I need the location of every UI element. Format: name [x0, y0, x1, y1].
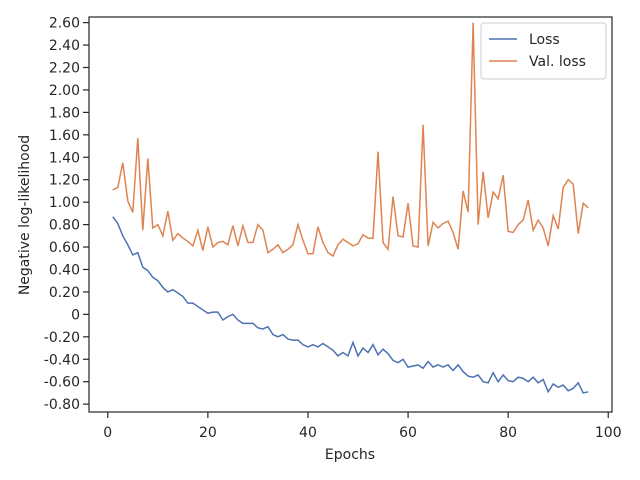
y-axis-label: Negative log-likelihood — [17, 135, 33, 295]
y-tick-label: -0.40 — [44, 352, 80, 368]
x-tick-label: 20 — [199, 425, 217, 441]
y-tick-label: 1.80 — [49, 105, 80, 121]
y-tick-label: 0.60 — [49, 240, 80, 256]
y-tick-label: 1.20 — [49, 173, 80, 189]
x-tick-label: 60 — [399, 425, 417, 441]
x-tick-label: 100 — [595, 425, 622, 441]
y-tick-label: 1.60 — [49, 128, 80, 144]
legend-label: Val. loss — [529, 54, 586, 70]
series-line — [112, 216, 589, 394]
y-tick-label: -0.60 — [44, 375, 80, 391]
y-tick-label: 0 — [71, 307, 80, 323]
legend-label: Loss — [529, 32, 560, 48]
legend-box — [480, 22, 607, 80]
x-axis-label: Epochs — [325, 447, 375, 463]
y-tick-label: 2.40 — [49, 38, 80, 54]
y-tick-label: -0.80 — [44, 397, 80, 413]
y-tick-label: 2.60 — [49, 16, 80, 32]
legend: Loss Val. loss — [480, 22, 607, 80]
y-tick-label: 2.00 — [49, 83, 80, 99]
plot-frame — [88, 16, 613, 413]
y-tick-label: 1.40 — [49, 150, 80, 166]
y-tick-label: -0.20 — [44, 330, 80, 346]
y-tick-label: 2.20 — [49, 60, 80, 76]
series-line — [112, 22, 589, 258]
y-tick-label: 0.20 — [49, 285, 80, 301]
y-tick-label: 0.40 — [49, 262, 80, 278]
y-tick-label: 1.00 — [49, 195, 80, 211]
x-tick-label: 80 — [499, 425, 517, 441]
y-tick-label: 0.80 — [49, 218, 80, 234]
x-tick-label: 0 — [103, 425, 112, 441]
x-tick-label: 40 — [299, 425, 317, 441]
